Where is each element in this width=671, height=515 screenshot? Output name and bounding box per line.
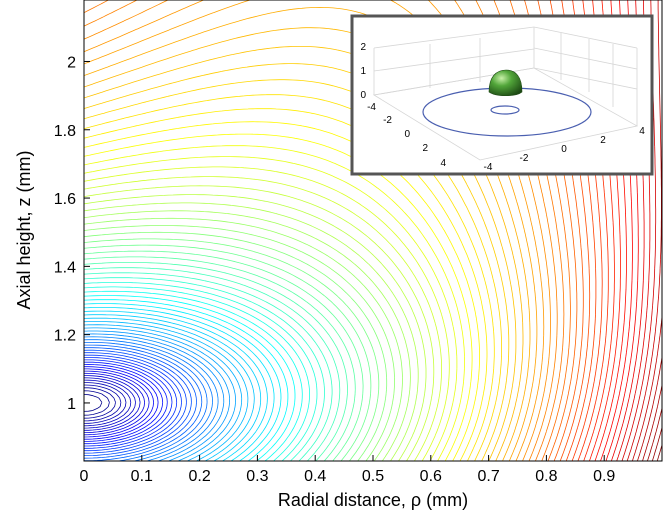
contour-level xyxy=(84,238,380,461)
y-tick-label: 1.2 xyxy=(54,328,76,345)
inset-y-tick-label: -2 xyxy=(520,153,529,164)
contour-level xyxy=(84,244,372,461)
contour-level xyxy=(626,0,662,461)
x-tick-label: 0.8 xyxy=(535,468,557,485)
contour-level xyxy=(84,272,333,461)
contour-level xyxy=(84,366,159,440)
contour-level xyxy=(84,217,403,461)
y-axis-title: Axial height, z (mm) xyxy=(14,150,34,309)
contour-level xyxy=(84,256,356,461)
contour-level xyxy=(656,444,662,461)
contour-level xyxy=(651,427,662,461)
contour-level xyxy=(84,330,230,461)
contour-lines xyxy=(84,0,662,461)
contour-level xyxy=(84,317,255,461)
contour-level xyxy=(84,286,310,461)
inset-inner-ring xyxy=(490,105,520,115)
contour-level xyxy=(84,303,282,461)
contour-level xyxy=(84,327,236,461)
contour-level xyxy=(84,277,325,461)
inset-x-tick-label: 0 xyxy=(404,129,410,140)
inset-x-tick-label: -2 xyxy=(383,115,392,126)
x-tick-label: 0 xyxy=(80,468,89,485)
contour-level xyxy=(84,347,197,459)
contour-level xyxy=(647,407,662,461)
inset-y-tick-label: 2 xyxy=(600,135,606,146)
x-tick-label: 0.5 xyxy=(362,468,384,485)
contour-level xyxy=(84,267,341,461)
contour-level xyxy=(84,185,435,461)
inset-tick-labels: 0 1 2 -4 -2 0 2 4 -4 -2 0 2 4 xyxy=(360,42,645,173)
contour-level xyxy=(84,394,103,412)
contour-level xyxy=(84,361,168,445)
x-axis-title: Radial distance, ρ (mm) xyxy=(278,490,468,510)
contour-level xyxy=(84,375,141,431)
contour-level xyxy=(632,316,662,461)
inset-z-tick-label: 1 xyxy=(360,66,366,77)
contour-level xyxy=(84,321,249,461)
x-tick-label: 0.6 xyxy=(420,468,442,485)
contour-level xyxy=(84,384,122,422)
contour-level xyxy=(84,336,219,461)
contour-level xyxy=(84,357,178,449)
contour-level xyxy=(84,349,192,456)
inset-y-tick-label: 4 xyxy=(639,126,645,137)
contour-level xyxy=(84,370,150,436)
inset-droplet xyxy=(488,69,523,97)
contour-level xyxy=(84,176,442,461)
contour-level xyxy=(84,202,419,461)
contour-level xyxy=(84,166,450,461)
contour-level xyxy=(84,145,465,461)
inset-x-tick-label: -4 xyxy=(367,102,376,113)
x-tick-label: 0.3 xyxy=(246,468,268,485)
x-tick-label: 0.4 xyxy=(304,468,326,485)
y-tick-label: 1 xyxy=(67,396,76,413)
inset-x-tick-label: 2 xyxy=(422,143,428,154)
contour-level xyxy=(84,368,154,438)
inset-z-tick-label: 2 xyxy=(360,42,366,53)
inset-z-tick-label: 0 xyxy=(360,90,366,101)
contour-level xyxy=(84,352,187,454)
contour-level xyxy=(84,359,173,447)
contour-level xyxy=(642,385,662,461)
contour-level xyxy=(84,231,388,461)
y-tick-label: 1.6 xyxy=(54,191,76,208)
contour-level xyxy=(84,390,110,416)
contour-level xyxy=(84,354,182,452)
contour-level xyxy=(84,210,411,461)
contour-level xyxy=(84,307,275,461)
contour-level xyxy=(84,194,427,461)
contour-level xyxy=(84,372,145,433)
inset-panel: 0 1 2 -4 -2 0 2 4 -4 -2 0 2 4 xyxy=(350,14,654,176)
contour-level xyxy=(84,324,243,461)
inset-y-tick-label: 0 xyxy=(561,144,567,155)
contour-level xyxy=(84,310,268,461)
x-tick-label: 0.7 xyxy=(477,468,499,485)
inset-y-tick-label: -4 xyxy=(484,162,493,173)
inset-box-wireframe xyxy=(372,26,639,161)
contour-level xyxy=(84,225,395,461)
contour-level xyxy=(84,364,164,442)
contour-level xyxy=(84,262,348,461)
y-tick-label: 2 xyxy=(67,54,76,71)
x-tick-label: 0.9 xyxy=(593,468,615,485)
y-tick-label: 1.8 xyxy=(54,123,76,140)
contour-level xyxy=(84,282,318,461)
contour-level xyxy=(84,387,116,419)
contour-level xyxy=(637,356,662,461)
contour-level xyxy=(84,314,262,461)
y-tick-label: 1.4 xyxy=(54,259,76,276)
contour-level xyxy=(84,379,132,427)
y-axis-ticks: 1 1.2 1.4 1.6 1.8 2 xyxy=(54,54,90,413)
contour-level xyxy=(84,377,136,429)
contour-level xyxy=(84,382,127,424)
x-tick-label: 0.2 xyxy=(188,468,210,485)
inset-x-tick-label: 4 xyxy=(440,158,446,169)
x-axis-ticks: 0 0.1 0.2 0.3 0.4 0.5 0.6 0.7 0.8 0.9 xyxy=(80,455,615,485)
x-tick-label: 0.1 xyxy=(131,468,153,485)
